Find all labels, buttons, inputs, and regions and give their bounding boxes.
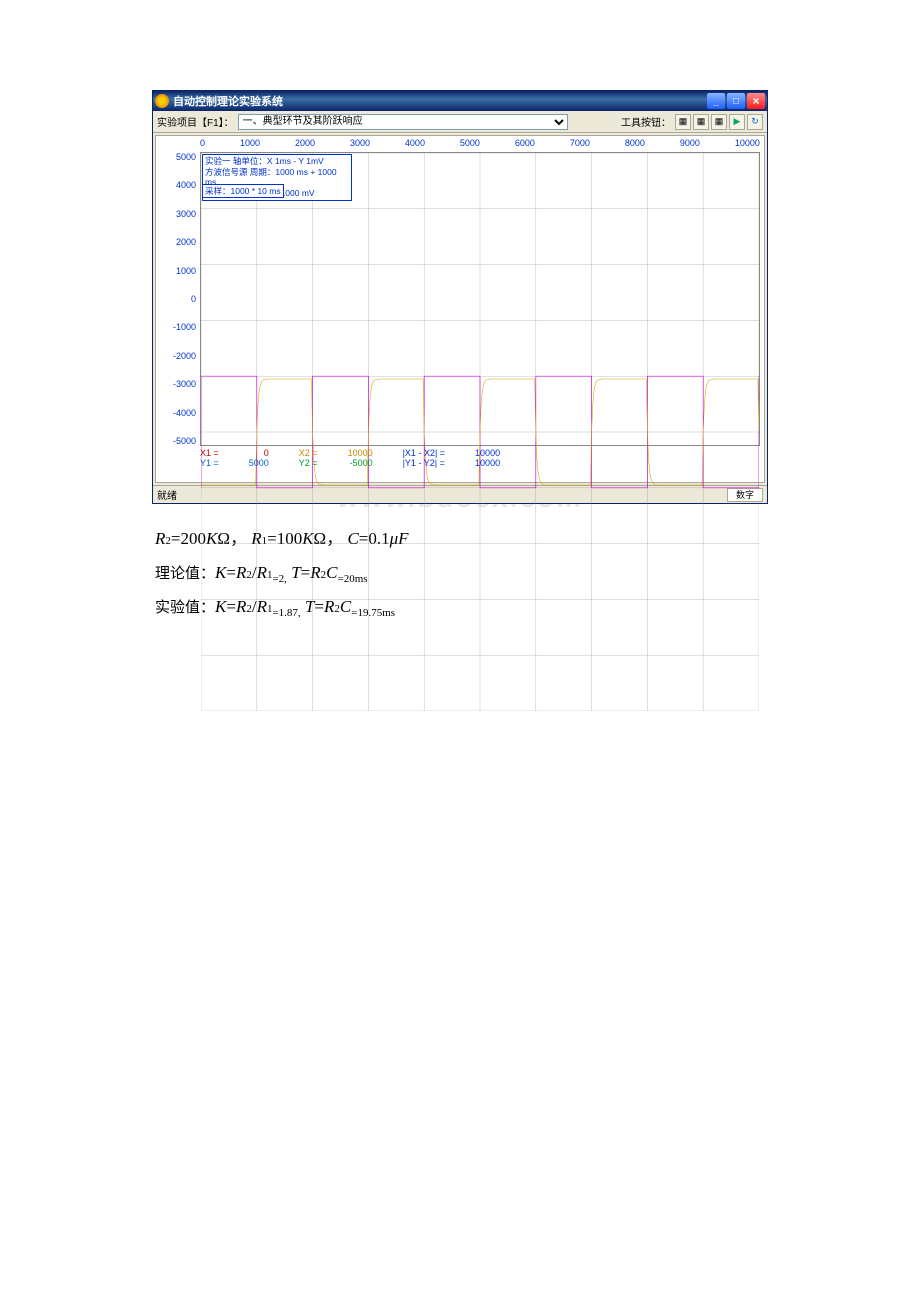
x1-label: X1 = xyxy=(200,448,219,458)
y-tick: -1000 xyxy=(156,322,196,332)
sample-text: 采样：1000 * 10 ms xyxy=(202,184,284,198)
play-button[interactable]: ▶ xyxy=(729,114,745,130)
x-tick: 9000 xyxy=(680,138,700,152)
x-tick: 2000 xyxy=(295,138,315,152)
y2-label: Y2 = xyxy=(299,458,318,468)
dy-label: |Y1 - Y2| = xyxy=(403,458,445,468)
app-icon xyxy=(155,94,169,108)
chart-area: 0 1000 2000 3000 4000 5000 6000 7000 800… xyxy=(155,135,765,483)
y-tick: 1000 xyxy=(156,266,196,276)
x-tick: 10000 xyxy=(735,138,760,152)
app-window: 自动控制理论实验系统 _ □ × 实验项目【F1】： 一、典型环节及其阶跃响应 … xyxy=(152,90,768,504)
x-tick: 3000 xyxy=(350,138,370,152)
maximize-button[interactable]: □ xyxy=(727,93,745,109)
y1-label: Y1 = xyxy=(200,458,219,468)
project-label: 实验项目【F1】： xyxy=(157,114,234,129)
y2-value: -5000 xyxy=(348,458,373,468)
y-tick: 2000 xyxy=(156,237,196,247)
cursor-readout: X1 = Y1 = 0 5000 X2 = Y2 = 10000 -5000 |… xyxy=(200,448,500,468)
y-tick: -5000 xyxy=(156,436,196,446)
y1-value: 5000 xyxy=(249,458,269,468)
y-axis-labels: 5000 4000 3000 2000 1000 0 -1000 -2000 -… xyxy=(156,152,196,446)
dx-label: |X1 - X2| = xyxy=(403,448,445,458)
x-tick: 6000 xyxy=(515,138,535,152)
x-tick: 7000 xyxy=(570,138,590,152)
y-tick: 4000 xyxy=(156,180,196,190)
y-tick: 0 xyxy=(156,294,196,304)
y-tick: -2000 xyxy=(156,351,196,361)
window-title: 自动控制理论实验系统 xyxy=(173,93,283,109)
titlebar[interactable]: 自动控制理论实验系统 _ □ × xyxy=(153,91,767,111)
tool-button-1[interactable]: ▦ xyxy=(675,114,691,130)
info-line1: 实验一 轴单位：X 1ms - Y 1mV xyxy=(205,156,349,167)
x-tick: 5000 xyxy=(460,138,480,152)
tool-button-2[interactable]: ▦ xyxy=(693,114,709,130)
tools-label: 工具按钮： xyxy=(621,114,671,129)
x1-value: 0 xyxy=(249,448,269,458)
minimize-button[interactable]: _ xyxy=(707,93,725,109)
x-axis-labels: 0 1000 2000 3000 4000 5000 6000 7000 800… xyxy=(200,138,760,152)
tool-button-3[interactable]: ▦ xyxy=(711,114,727,130)
x-tick: 4000 xyxy=(405,138,425,152)
x2-value: 10000 xyxy=(348,448,373,458)
close-button[interactable]: × xyxy=(747,93,765,109)
dx-value: 10000 xyxy=(475,448,500,458)
x-tick: 1000 xyxy=(240,138,260,152)
undo-button[interactable]: ↻ xyxy=(747,114,763,130)
project-select[interactable]: 一、典型环节及其阶跃响应 xyxy=(238,114,568,130)
dy-value: 10000 xyxy=(475,458,500,468)
plot-svg xyxy=(201,153,759,711)
x-tick: 8000 xyxy=(625,138,645,152)
y-tick: -4000 xyxy=(156,408,196,418)
y-tick: 3000 xyxy=(156,209,196,219)
toolbar: 实验项目【F1】： 一、典型环节及其阶跃响应 工具按钮： ▦ ▦ ▦ ▶ ↻ xyxy=(153,111,767,133)
x-tick: 0 xyxy=(200,138,205,152)
status-ready: 就绪 xyxy=(157,487,177,502)
y-tick: -3000 xyxy=(156,379,196,389)
y-tick: 5000 xyxy=(156,152,196,162)
x2-label: X2 = xyxy=(299,448,318,458)
